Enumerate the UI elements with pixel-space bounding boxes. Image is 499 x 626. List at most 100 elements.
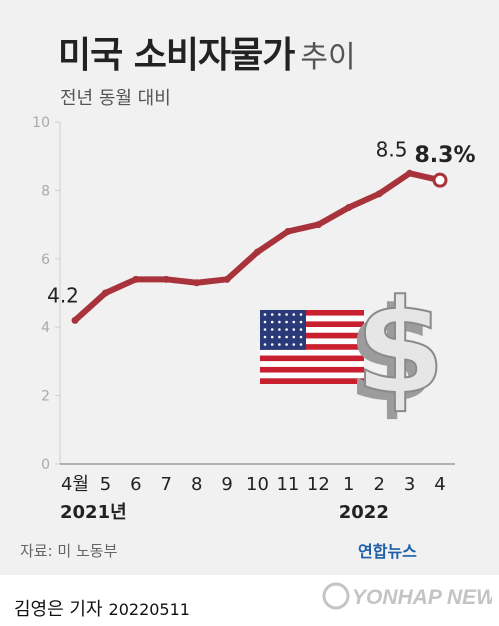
data-point (162, 275, 170, 283)
y-tick-label: 4 (41, 320, 50, 336)
data-point (314, 221, 322, 229)
chart-title-suffix: 추이 (300, 40, 356, 75)
x-tick-label: 4 (434, 474, 445, 495)
flag-star (285, 328, 288, 331)
flag-star (299, 320, 303, 324)
data-point (406, 169, 414, 177)
flag-star (278, 335, 281, 339)
y-tick-label: 0 (41, 457, 50, 473)
flag-star (263, 343, 267, 346)
flag-star (292, 328, 296, 331)
y-axis: 0 2 4 6 8 10 (32, 115, 455, 473)
brand-logo: 연합뉴스 (358, 542, 417, 561)
data-point (193, 279, 201, 287)
illustration: $$ (260, 270, 446, 431)
x-tick-label: 9 (221, 474, 232, 495)
us-flag-icon (260, 310, 364, 384)
y-tick-label: 10 (32, 115, 50, 131)
flag-star (270, 320, 274, 324)
flag-canton (260, 310, 306, 350)
flag-stripe (260, 310, 364, 316)
flag-stripe (260, 332, 364, 339)
watermark: YONHAP NEWS (322, 582, 492, 610)
flag-stripe (260, 338, 364, 345)
flag-star (285, 335, 288, 339)
flag-stripe (260, 378, 364, 384)
chart-card (0, 0, 499, 575)
flag-star (278, 313, 281, 316)
data-label: 8.5 (376, 137, 408, 161)
flag-star (285, 320, 288, 324)
dollar-face: $ (355, 271, 445, 423)
flag-star (278, 328, 281, 331)
x-tick-label: 8 (191, 474, 202, 495)
data-point (284, 227, 292, 235)
x-year-label: 2022 (339, 502, 389, 523)
flag-star (263, 313, 267, 316)
y-tick-label: 2 (41, 389, 50, 405)
flag-stripe (260, 361, 364, 367)
data-point-end (432, 172, 448, 188)
y-tick-label: 6 (41, 252, 50, 268)
data-point (71, 316, 79, 324)
data-labels: 4.2 8.5 8.3% (47, 137, 475, 307)
flag-star (292, 343, 296, 346)
flag-star (270, 335, 274, 339)
x-year-label: 2021년 (60, 502, 127, 523)
flag-star (270, 328, 274, 331)
flag-star (292, 335, 296, 339)
dollar-shadow: $ (347, 279, 437, 431)
flag-star (299, 328, 303, 331)
watermark-text: YONHAP NEWS (352, 586, 492, 609)
flag-stripe (260, 349, 364, 356)
data-point (101, 289, 109, 297)
flag-star (278, 343, 281, 346)
flag-star (278, 320, 281, 324)
y-tick-label: 8 (41, 183, 50, 199)
flag-star (299, 335, 303, 339)
publish-date: 20220511 (108, 600, 190, 619)
flag-star (285, 343, 288, 346)
flag-star (299, 343, 303, 346)
flag-stripe (260, 355, 364, 362)
footer (0, 575, 499, 626)
flag-stripe (260, 344, 364, 350)
title-row: 미국 소비자물가 추이 (58, 26, 356, 78)
data-point (375, 190, 383, 198)
data-label: 8.3% (414, 143, 475, 168)
flag-star (299, 313, 303, 316)
x-tick-label: 12 (307, 474, 330, 495)
data-point (132, 275, 140, 283)
flag-stripe (260, 327, 364, 333)
reporter-credit: 김영은 기자 20220511 (14, 595, 190, 621)
flag-stripe (260, 315, 364, 322)
flag-stripe (260, 372, 364, 379)
x-tick-label: 1 (343, 474, 354, 495)
x-tick-label: 11 (276, 474, 299, 495)
flag-star (263, 328, 267, 331)
data-point (254, 248, 261, 256)
flag-stripe (260, 366, 364, 373)
data-point (345, 204, 353, 211)
x-tick-label: 6 (130, 474, 141, 495)
flag-star (292, 313, 296, 316)
flag-star (263, 320, 267, 324)
flag-star (263, 335, 267, 339)
x-tick-label: 3 (404, 474, 415, 495)
source-note: 자료: 미 노동부 (20, 542, 118, 560)
x-tick-label: 10 (246, 474, 269, 495)
dollar-sign-icon: $$ (347, 270, 446, 431)
data-point (223, 275, 231, 283)
x-tick-label: 4월 (61, 474, 89, 495)
flag-star (285, 313, 288, 316)
data-label: 4.2 (47, 283, 79, 307)
flag-star (292, 320, 296, 324)
chart-subtitle: 전년 동월 대비 (60, 88, 171, 109)
flag-star (270, 313, 274, 316)
watermark-logo-icon (322, 582, 350, 610)
series-line (71, 169, 448, 324)
flag-stripe (260, 321, 364, 328)
x-tick-label: 7 (161, 474, 172, 495)
